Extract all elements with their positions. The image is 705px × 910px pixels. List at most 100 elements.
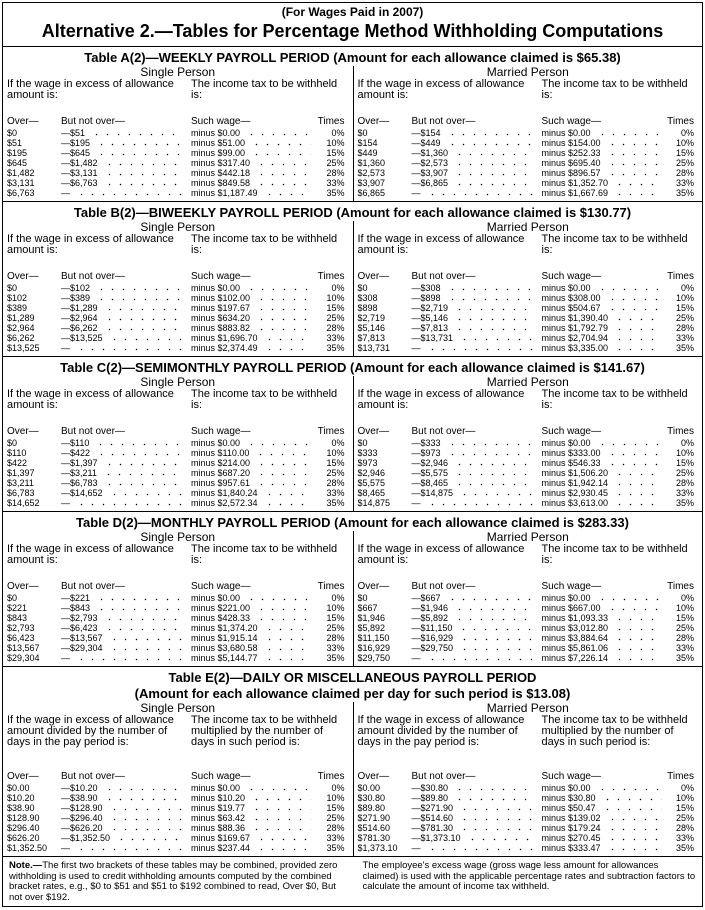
section: Single Person If the wage in excess of al… [3, 221, 353, 356]
dot-leader [256, 604, 311, 611]
subtract-amount: minus $428.33 [191, 613, 251, 623]
lower-limit: $13,731 [357, 343, 391, 353]
note-left: Note.—The first two brackets of these ta… [3, 857, 353, 907]
dot-leader [256, 834, 311, 841]
upper-limit: —$6,865 [411, 178, 449, 188]
upper-limit: —$898 [411, 293, 441, 303]
upper-limit: —$667 [411, 593, 441, 603]
column-header: But not over— [61, 581, 125, 592]
column-header: But not over— [411, 271, 476, 282]
rate: 35% [675, 843, 694, 853]
upper-limit: —$128.90 [61, 803, 103, 813]
cell: —$6,783 [61, 478, 187, 488]
subtract-amount: minus $3,012.80 [541, 623, 609, 633]
cell: minus $110.00 [191, 448, 315, 458]
subtract-amount: minus $3,884.64 [541, 633, 609, 643]
cell: minus $1,187.49 [191, 188, 315, 198]
cell: —$422 [61, 448, 187, 458]
cell: —$1,482 [61, 158, 187, 168]
cell: —$29,750 [412, 643, 538, 653]
dot-leader [596, 594, 662, 601]
subtract-amount: minus $896.57 [541, 168, 601, 178]
rate: 28% [326, 323, 345, 333]
cell: minus $1,667.69 [542, 188, 666, 198]
rate: 28% [326, 478, 345, 488]
lower-limit: $0.00 [357, 783, 381, 793]
dot-leader [251, 804, 311, 811]
cell: minus $634.20 [191, 313, 315, 323]
cell: —$3,907 [412, 168, 538, 178]
cell: —$51 [61, 128, 187, 138]
header-title: Alternative 2.—Tables for Percentage Met… [41, 21, 664, 41]
cell: —$89.80 [412, 793, 538, 803]
dot-leader [426, 189, 534, 196]
section-heading: Single Person [140, 701, 216, 715]
cell: —$11,150 [412, 623, 538, 633]
subtract-amount: minus $30.80 [541, 793, 596, 803]
subtract-amount: minus $2,704.94 [541, 333, 609, 343]
cell: minus $1,696.70 [191, 333, 315, 343]
rate: 15% [326, 803, 345, 813]
bracket-row: $14,875 — minus $3,613.00 35% [354, 498, 703, 508]
dot-leader [103, 314, 183, 321]
column-header: But not over— [411, 426, 476, 437]
subtract-amount: minus $1,840.24 [191, 488, 258, 498]
bracket-row: $128.90 —$296.40 minus $63.42 25% [3, 813, 353, 823]
column-headers: Over— But not over— Such wage— Times [354, 425, 703, 438]
cell: minus $7,226.14 [542, 653, 666, 663]
cell: —$667 [412, 593, 538, 603]
bracket-row: $30.80 —$89.80 minus $30.80 10% [354, 793, 703, 803]
cell: —$221 [61, 593, 187, 603]
dot-leader [454, 324, 534, 331]
dot-leader [454, 304, 534, 311]
bracket-row: $14,652 — minus $2,572.34 35% [3, 498, 353, 508]
subtract-amount: minus $10.20 [191, 793, 246, 803]
bracket-table: Over— But not over— Such wage— Times $0.00 —$… [3, 770, 353, 853]
rate: 0% [680, 783, 694, 793]
cell: — [412, 653, 538, 663]
cell: —$389 [61, 293, 187, 303]
dot-leader [246, 594, 311, 601]
dot-leader [454, 149, 534, 156]
lower-limit: $6,423 [7, 633, 35, 643]
upper-limit: —$221 [61, 593, 91, 603]
rate: 15% [326, 613, 345, 623]
cell: — [61, 653, 187, 663]
column-header: Over— [7, 426, 39, 437]
cell: minus $1,942.14 [542, 478, 666, 488]
section-heading: Single Person [140, 65, 216, 79]
lower-limit: $0 [7, 283, 18, 293]
labels: If the wage in excess of allowance amoun… [3, 79, 353, 103]
table-body: Single Person If the wage in excess of al… [3, 702, 702, 856]
upper-limit: — [61, 498, 70, 508]
lower-limit: $7,813 [357, 333, 386, 343]
dot-leader [614, 634, 662, 641]
cell: —$30.80 [412, 783, 538, 793]
lower-limit: $1,360 [357, 158, 386, 168]
note-text: The first two brackets of these tables m… [9, 860, 338, 903]
cell: minus $308.00 [542, 293, 666, 303]
bracket-row: $0.00 —$10.20 minus $0.00 0% [3, 783, 353, 793]
lower-limit: $973 [357, 458, 378, 468]
cell: minus $154.00 [542, 138, 666, 148]
dot-leader [103, 159, 183, 166]
dot-leader [263, 644, 311, 651]
upper-limit: —$6,783 [61, 478, 98, 488]
bracket-row: $1,397 —$3,211 minus $687.20 25% [3, 468, 353, 478]
dot-leader [454, 169, 534, 176]
column-header: Over— [7, 581, 39, 592]
upper-limit: —$449 [411, 138, 441, 148]
cell: minus $1,840.24 [191, 488, 315, 498]
subtract-amount: minus $0.00 [541, 593, 591, 603]
upper-limit: —$2,964 [61, 313, 98, 323]
upper-limit: —$645 [61, 148, 91, 158]
tax-label: The income tax to be withheld is: [191, 388, 338, 411]
cell: minus $333.47 [542, 843, 666, 853]
lower-limit: $0 [357, 128, 368, 138]
lower-limit: $1,946 [357, 613, 386, 623]
dot-leader [606, 814, 662, 821]
subtract-amount: minus $667.00 [541, 603, 601, 613]
cell: minus $0.00 [542, 283, 666, 293]
lower-limit: $296.40 [7, 823, 40, 833]
subtract-amount: minus $214.00 [191, 458, 251, 468]
